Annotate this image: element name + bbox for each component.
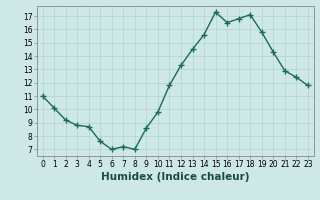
X-axis label: Humidex (Indice chaleur): Humidex (Indice chaleur) (101, 172, 250, 182)
